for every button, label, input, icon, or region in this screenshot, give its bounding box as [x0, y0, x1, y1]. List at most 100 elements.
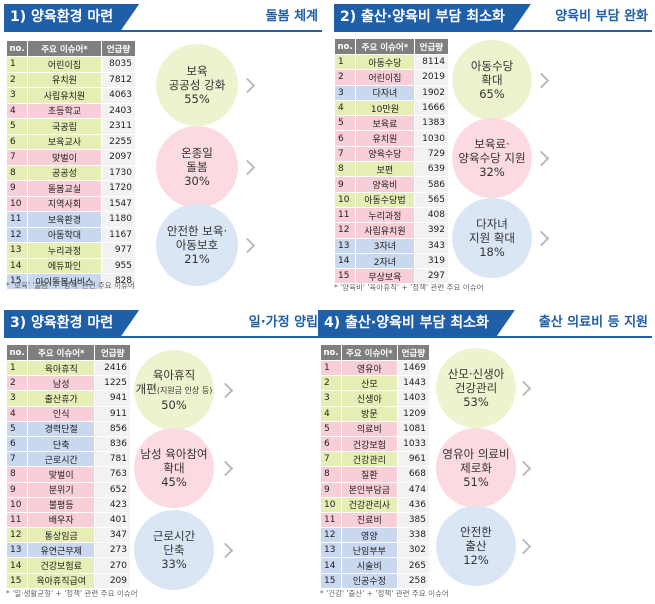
issue-keyword: 유치원: [27, 71, 102, 88]
issue-keyword: 어린이집: [355, 69, 415, 86]
table-row: 14 에듀파인 955: [6, 257, 137, 274]
row-number: 4: [334, 99, 356, 117]
mention-count: 385: [396, 511, 431, 529]
mention-count: 1547: [100, 195, 137, 212]
mention-count: 729: [413, 145, 450, 163]
row-number: 13: [6, 242, 28, 259]
table-row: 15 인공수정 258: [320, 572, 431, 589]
policy-line2-text: 돌봄: [186, 160, 208, 174]
policy-circle: 아동수당 확대 65%: [452, 40, 532, 120]
issue-keyword: 불평등: [26, 496, 96, 513]
policy-circle: 안전한 출산 12%: [436, 506, 516, 586]
chevron-right-icon: [533, 230, 550, 247]
mention-count: 1720: [100, 180, 137, 197]
policy-share-percent: 53%: [463, 395, 489, 409]
table-row: 11 배우자 401: [6, 511, 131, 529]
row-number: 4: [6, 102, 28, 119]
issue-keyword: 초등학교: [27, 102, 102, 119]
policy-line2: 지원 확대: [469, 231, 515, 245]
table-row: 4 방문 1209: [320, 405, 431, 422]
issue-keyword: 어린이집: [27, 56, 102, 73]
policy-line1: 산모·신생아: [447, 367, 505, 381]
mention-count: 1225: [94, 375, 131, 392]
issue-keyword: 보육료: [355, 115, 415, 132]
policy-line1: 남성 육아참여: [140, 447, 208, 461]
policy-share-percent: 50%: [161, 398, 187, 412]
issue-keyword: 에듀파인: [27, 257, 102, 274]
row-number: 6: [320, 435, 342, 453]
policy-line2-text: 지원 확대: [469, 231, 515, 245]
table-row: 10 불평등 423: [6, 496, 131, 513]
row-number: 8: [334, 161, 356, 178]
row-number: 15: [334, 268, 356, 285]
column-header: 주요 이슈어*: [27, 40, 102, 57]
chevron-right-icon: [217, 542, 234, 559]
table-row: 1 어린이집 8035: [6, 56, 137, 73]
table-row: 7 근로시간 781: [6, 451, 131, 468]
policy-circle: 온종일 돌봄 30%: [156, 126, 238, 208]
row-number: 10: [320, 496, 342, 513]
banner-subtitle: 양육비 부담 완화: [555, 9, 648, 24]
policy-share-percent: 18%: [479, 245, 505, 259]
policy-share-percent: 33%: [161, 557, 187, 571]
banner-subtitle: 일·가정 양립: [248, 315, 318, 330]
chevron-right-icon: [239, 159, 256, 176]
row-number: 15: [6, 273, 28, 290]
table-row: 10 건강관리사 436: [320, 496, 431, 513]
table-row: 15 아이돌봄서비스 828: [6, 273, 137, 290]
row-number: 11: [320, 511, 342, 529]
row-number: 7: [334, 145, 356, 163]
panel-banner: 4) 출산·양육비 부담 최소화 출산 의료비 등 지원: [318, 310, 652, 338]
mention-count: 2255: [100, 133, 137, 150]
issue-keyword: 통상임금: [26, 527, 96, 544]
row-number: 12: [334, 222, 356, 239]
mention-count: 1403: [396, 390, 431, 407]
table-row: 4 10만원 1666: [334, 99, 450, 117]
chevron-right-icon: [533, 72, 550, 89]
policy-line2: 건강관리: [455, 381, 497, 395]
table-row: 14 건강보험료 270: [6, 557, 131, 574]
mention-count: 8035: [100, 56, 137, 73]
policy-line2-text: 확대: [481, 73, 503, 87]
mention-count: 1469: [396, 359, 431, 377]
issue-keyword: 맞벌이: [27, 149, 102, 166]
issue-keyword: 아동수당: [355, 53, 415, 71]
row-number: 5: [334, 115, 356, 132]
row-number: 3: [6, 390, 28, 407]
policy-line2: 아동보호: [176, 238, 218, 252]
issue-keyword: 돌봄교실: [27, 180, 102, 197]
mention-count: 1730: [100, 164, 137, 181]
issue-keyword: 인식: [26, 405, 96, 422]
mention-count: 347: [94, 527, 131, 544]
row-number: 13: [320, 542, 342, 559]
policy-line2-text: 아동보호: [175, 238, 219, 252]
mention-count: 273: [94, 542, 131, 559]
policy-line2-text: 개편: [135, 382, 157, 396]
table-row: 15 육아휴직급여 209: [6, 572, 131, 589]
issue-table: no. 주요 이슈어* 언급량 1 육아휴직 2416 2 남성 1225 3 출산휴가 941 4 인식…: [6, 344, 131, 589]
table-row: 8 공공성 1730: [6, 164, 137, 181]
issue-keyword: 출산휴가: [26, 390, 96, 407]
mention-count: 8114: [413, 53, 450, 71]
mention-count: 911: [94, 405, 131, 422]
row-number: 7: [6, 451, 28, 468]
column-header: 주요 이슈어*: [26, 344, 96, 361]
row-number: 15: [6, 572, 28, 589]
mention-count: 1902: [413, 84, 450, 101]
issue-keyword: 영양: [341, 527, 398, 544]
policy-circle: 보육 공공성 강화 55%: [156, 44, 238, 126]
row-number: 11: [6, 211, 28, 228]
row-number: 11: [6, 511, 28, 529]
issue-keyword: 신생아: [341, 390, 398, 407]
row-number: 9: [6, 180, 28, 197]
row-number: 5: [320, 420, 342, 437]
issue-keyword: 본인부담금: [341, 481, 398, 498]
table-row: 10 아동수당법 565: [334, 191, 450, 208]
table-footnote: * '일·생활균형' + '정책' 관련 주요 이슈어: [6, 589, 138, 598]
table-row: 1 영유아 1469: [320, 359, 431, 377]
issue-keyword: 유치원: [355, 130, 415, 147]
row-number: 2: [6, 71, 28, 88]
column-header: no.: [6, 344, 28, 361]
table-row: 14 2자녀 319: [334, 252, 450, 270]
column-header: no.: [320, 344, 342, 361]
